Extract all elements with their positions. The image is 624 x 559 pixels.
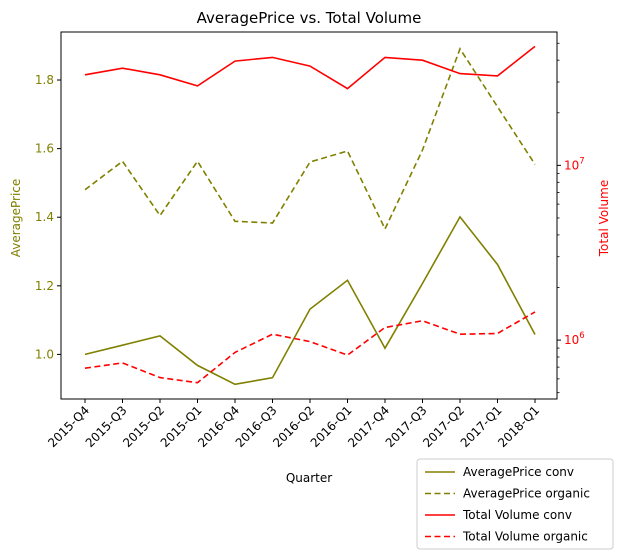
y-tick-label-left: 1.4 xyxy=(35,210,54,224)
legend-label: Total Volume conv xyxy=(462,508,572,522)
y-tick-label-left: 1.8 xyxy=(35,73,54,87)
chart-title: AveragePrice vs. Total Volume xyxy=(197,9,422,27)
y-tick-label-left: 1.0 xyxy=(35,347,54,361)
series-line-4 xyxy=(84,311,536,384)
y-axis-label-right: Total Volume xyxy=(597,180,611,257)
series-line-1 xyxy=(84,215,536,386)
series-line-2 xyxy=(84,47,536,231)
legend: AveragePrice conv AveragePrice organic Tot… xyxy=(416,458,614,550)
y-tick-exponent-right: 7 xyxy=(579,156,584,166)
y-tick-label-right: 106 xyxy=(564,331,585,347)
legend-label: Total Volume organic xyxy=(462,530,588,544)
x-axis-label: Quarter xyxy=(286,471,332,485)
y-tick-label-left: 1.6 xyxy=(35,142,54,156)
plot-area: 1.01.21.41.61.81061072015-Q42015-Q32015-… xyxy=(35,31,585,450)
plot-frame xyxy=(60,31,558,400)
y-axis-label-left: AveragePrice xyxy=(9,179,23,258)
series-line-3 xyxy=(84,45,536,90)
x-tick-label: 2018-Q1 xyxy=(495,403,542,450)
y-tick-label-right: 107 xyxy=(564,156,585,172)
legend-box xyxy=(416,458,614,550)
y-tick-exponent-right: 6 xyxy=(579,331,584,341)
y-tick-label-left: 1.2 xyxy=(35,279,54,293)
legend-label: AveragePrice organic xyxy=(463,487,590,501)
legend-label: AveragePrice conv xyxy=(463,465,574,479)
